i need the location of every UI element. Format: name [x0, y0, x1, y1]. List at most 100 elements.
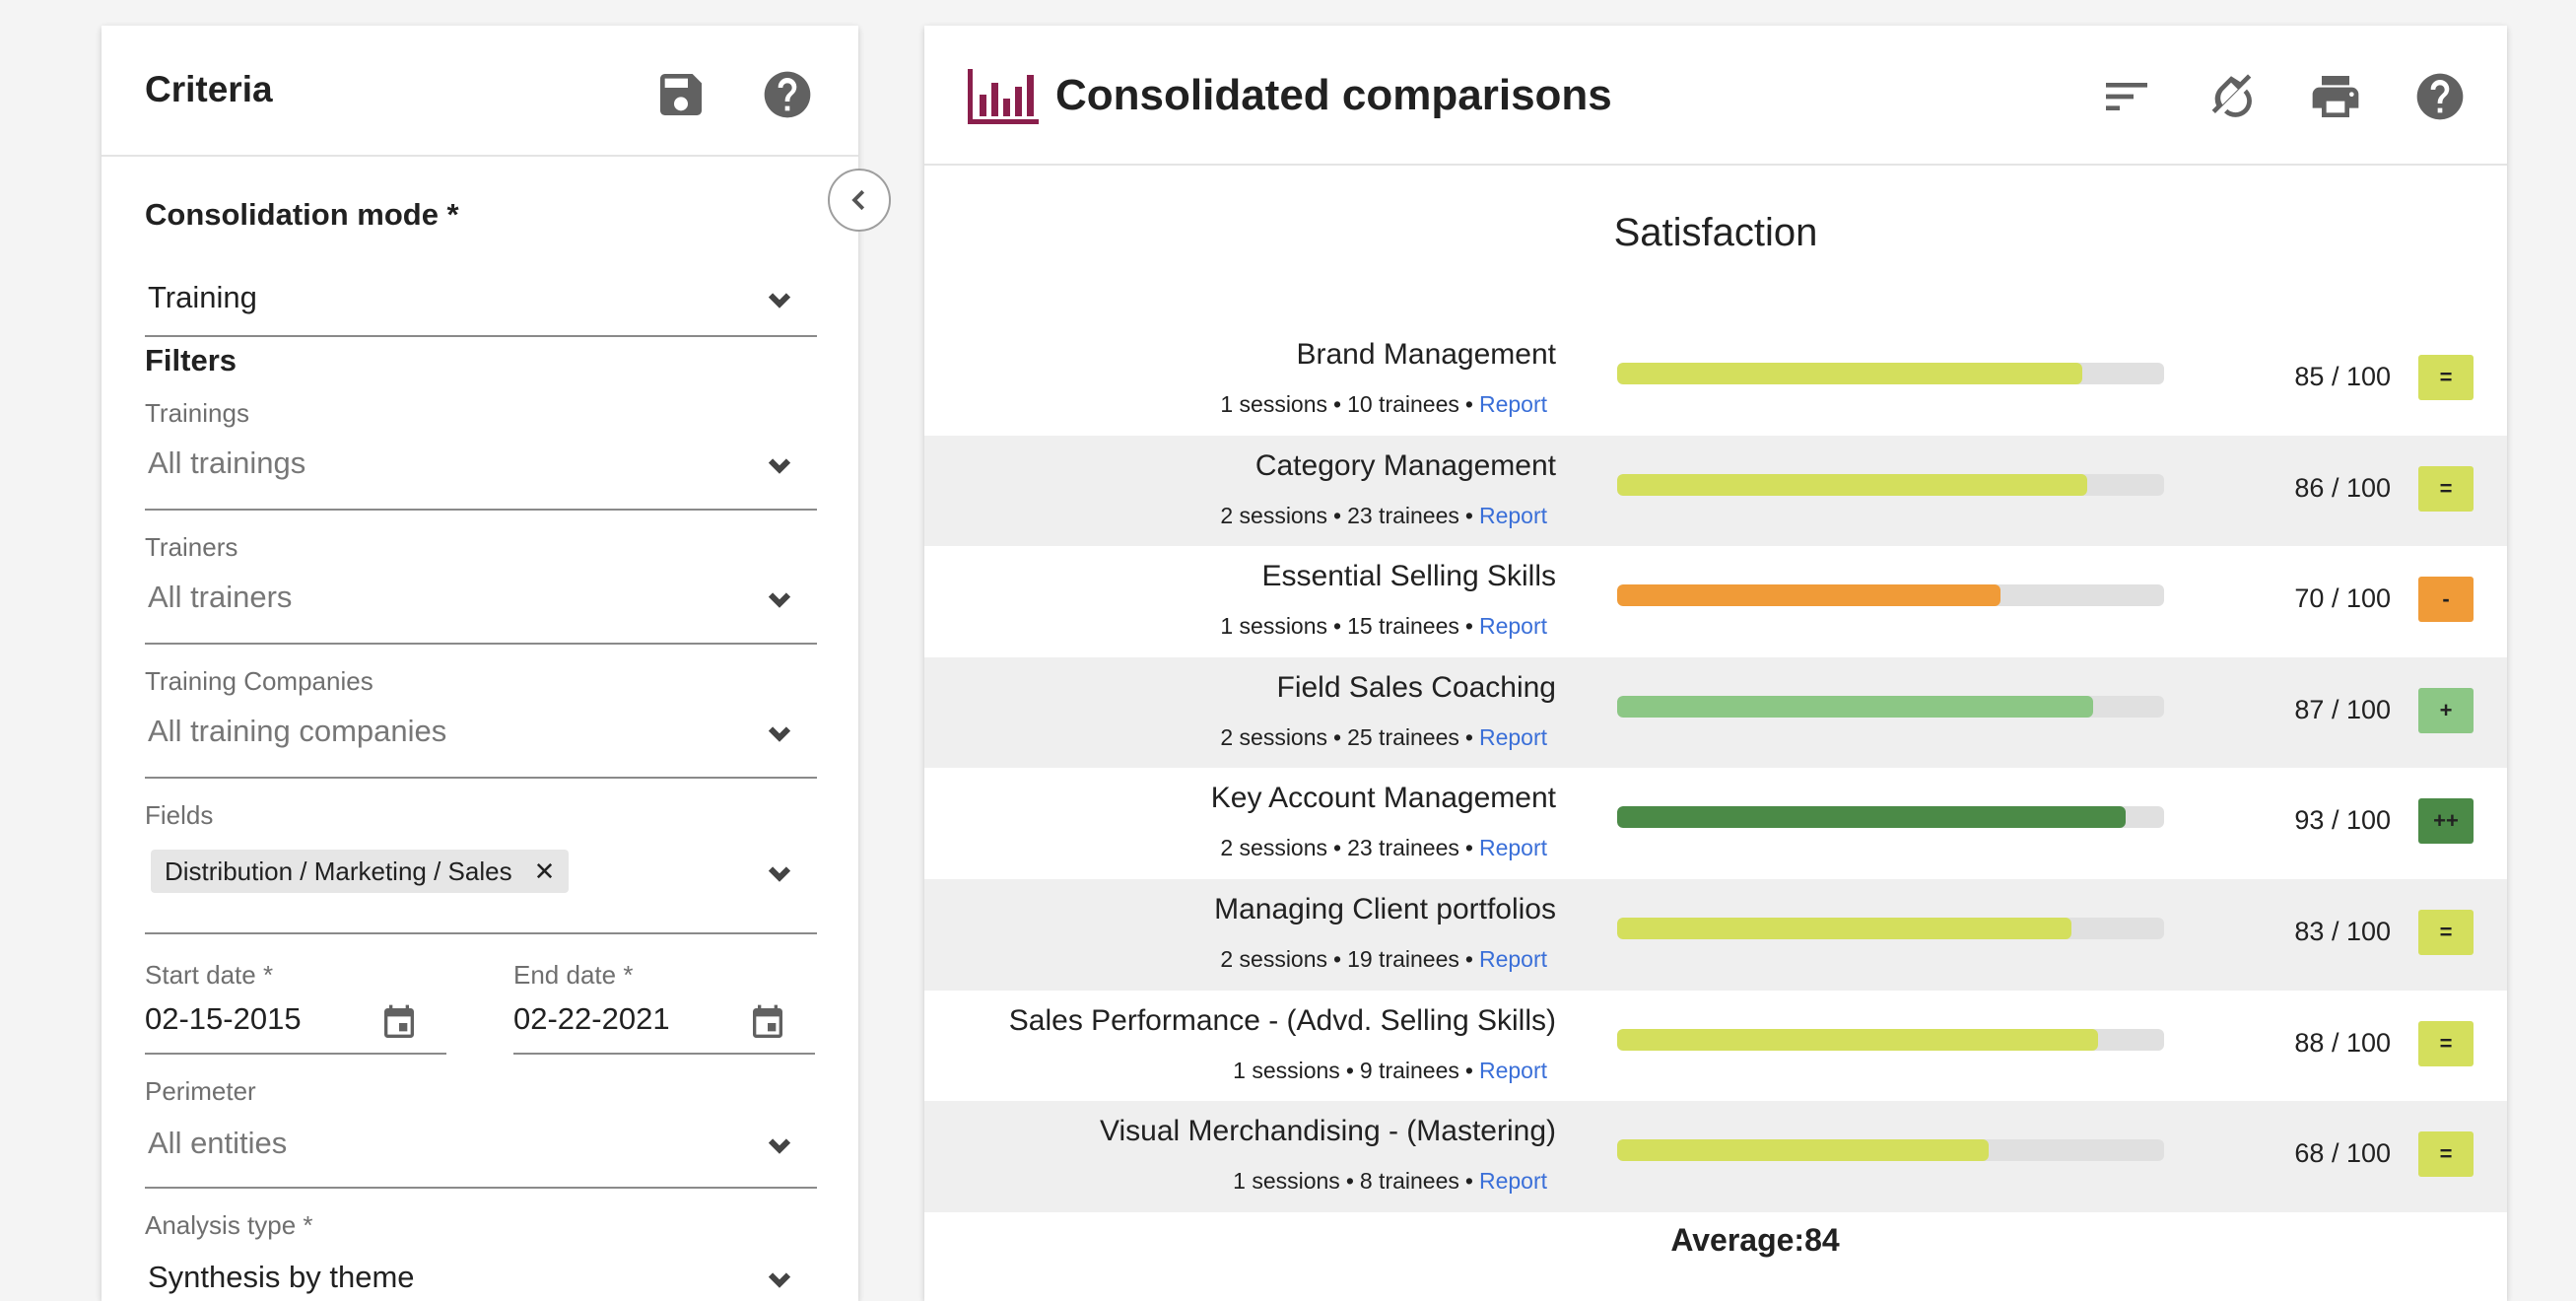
training-name: Visual Merchandising - (Mastering) — [1100, 1115, 1556, 1148]
separator-dot: • — [1345, 1168, 1354, 1195]
sessions-count: 2 sessions — [1220, 723, 1328, 750]
criteria-title: Criteria — [145, 69, 273, 109]
fields-select[interactable]: Fields — [145, 800, 817, 938]
report-link[interactable]: Report — [1478, 945, 1547, 972]
separator-dot: • — [1464, 1168, 1473, 1195]
chevron-down-icon — [762, 1262, 797, 1297]
separator-dot: • — [1464, 1057, 1473, 1083]
trainees-count: 15 trainees — [1347, 613, 1459, 640]
trainers-label: Trainers — [145, 532, 238, 562]
perimeter-select[interactable]: Perimeter All entities — [145, 1076, 817, 1214]
score-bar-fill — [1617, 1028, 2099, 1051]
report-link[interactable]: Report — [1478, 1057, 1547, 1083]
training-companies-value: All training companies — [148, 714, 447, 748]
separator-dot: • — [1464, 723, 1473, 750]
training-name: Category Management — [1254, 448, 1556, 482]
calendar-icon[interactable] — [379, 1003, 419, 1043]
separator-dot: • — [1464, 835, 1473, 861]
trainings-select[interactable]: Trainings All trainings — [145, 398, 817, 536]
trainers-value: All trainers — [148, 580, 293, 614]
training-companies-select[interactable]: Training Companies All training companie… — [145, 666, 817, 804]
calendar-icon[interactable] — [748, 1003, 787, 1043]
report-link[interactable]: Report — [1478, 391, 1547, 417]
analysis-type-select[interactable]: Analysis type * Synthesis by theme — [145, 1210, 817, 1301]
training-name: Brand Management — [1296, 338, 1557, 371]
separator-dot: • — [1464, 945, 1473, 972]
comparison-row: Field Sales Coaching 2 sessions • 25 traine… — [924, 656, 2507, 769]
field-underline — [145, 509, 817, 511]
comparison-row: Essential Selling Skills 1 sessions • 15 tr… — [924, 546, 2507, 657]
report-link[interactable]: Report — [1478, 613, 1547, 640]
separator-dot: • — [1333, 502, 1342, 528]
score-bar-track — [1617, 917, 2164, 939]
sessions-count: 2 sessions — [1220, 502, 1328, 528]
trainees-count: 23 trainees — [1347, 835, 1459, 861]
chevron-down-icon — [762, 716, 797, 751]
perimeter-label: Perimeter — [145, 1076, 256, 1106]
perimeter-value: All entities — [148, 1126, 288, 1160]
trainees-count: 23 trainees — [1347, 502, 1459, 528]
trend-badge: = — [2418, 465, 2474, 512]
collapse-panel-button[interactable] — [828, 169, 891, 232]
trainees-count: 8 trainees — [1359, 1168, 1459, 1195]
help-icon[interactable] — [760, 67, 815, 122]
trend-badge: = — [2418, 909, 2474, 955]
report-link[interactable]: Report — [1478, 1168, 1547, 1195]
sessions-count: 1 sessions — [1233, 1168, 1340, 1195]
chevron-down-icon — [762, 447, 797, 483]
chevron-down-icon — [762, 282, 797, 317]
start-date-value[interactable]: 02-15-2015 — [145, 1001, 302, 1036]
criteria-panel: Criteria Consolidation mode * Training F… — [102, 26, 858, 1301]
sessions-count: 1 sessions — [1220, 613, 1328, 640]
training-meta: 1 sessions • 9 trainees • Report — [1233, 1058, 1547, 1084]
start-date-field[interactable]: Start date * 02-15-2015 — [145, 960, 446, 1055]
sessions-count: 1 sessions — [1233, 1057, 1340, 1083]
separator-dot: • — [1345, 1057, 1354, 1083]
report-link[interactable]: Report — [1478, 502, 1547, 528]
score-value: 93 / 100 — [2294, 805, 2391, 836]
separator-dot: • — [1464, 391, 1473, 417]
score-bar-fill — [1617, 917, 2071, 939]
training-name: Key Account Management — [1210, 782, 1556, 815]
field-underline — [145, 1053, 446, 1055]
score-value: 85 / 100 — [2294, 362, 2391, 391]
filters-title: Filters — [145, 343, 237, 377]
report-link[interactable]: Report — [1478, 835, 1547, 861]
trainees-count: 25 trainees — [1347, 723, 1459, 750]
training-companies-label: Training Companies — [145, 666, 373, 696]
end-date-value[interactable]: 02-22-2021 — [513, 1001, 670, 1036]
consolidation-mode-select[interactable]: Consolidation mode * Training — [145, 197, 817, 339]
save-icon[interactable] — [653, 67, 709, 122]
chevron-down-icon — [762, 856, 797, 891]
sort-icon[interactable] — [2099, 69, 2154, 124]
criteria-header: Criteria — [102, 26, 858, 157]
comparison-row: Category Management 2 sessions • 23 trainee… — [924, 435, 2507, 547]
print-icon[interactable] — [2308, 69, 2363, 124]
separator-dot: • — [1333, 723, 1342, 750]
help-icon[interactable] — [2412, 69, 2468, 124]
chevron-down-icon — [762, 1128, 797, 1163]
training-meta: 1 sessions • 8 trainees • Report — [1233, 1168, 1547, 1195]
field-underline — [145, 335, 817, 337]
end-date-field[interactable]: End date * 02-22-2021 — [513, 960, 815, 1055]
separator-dot: • — [1333, 613, 1342, 640]
trainings-value: All trainings — [148, 445, 306, 480]
separator-dot: • — [1464, 502, 1473, 528]
score-value: 86 / 100 — [2294, 472, 2391, 503]
score-bar-track — [1617, 363, 2164, 384]
bar-chart-icon — [968, 69, 1039, 124]
training-meta: 1 sessions • 10 trainees • Report — [1220, 391, 1547, 418]
field-underline — [513, 1053, 815, 1055]
trend-badge: + — [2418, 687, 2474, 733]
chip-remove-icon[interactable]: ✕ — [533, 856, 556, 886]
comparisons-panel: Consolidated comparisons Satisfaction Br… — [924, 26, 2507, 1301]
trainers-select[interactable]: Trainers All trainers — [145, 532, 817, 670]
trainees-count: 9 trainees — [1359, 1057, 1459, 1083]
invert-colors-off-icon[interactable] — [2203, 69, 2259, 124]
comparisons-header: Consolidated comparisons — [924, 26, 2507, 166]
trainings-label: Trainings — [145, 398, 249, 428]
score-bar-fill — [1617, 806, 2127, 829]
report-link[interactable]: Report — [1478, 723, 1547, 750]
separator-dot: • — [1333, 835, 1342, 861]
